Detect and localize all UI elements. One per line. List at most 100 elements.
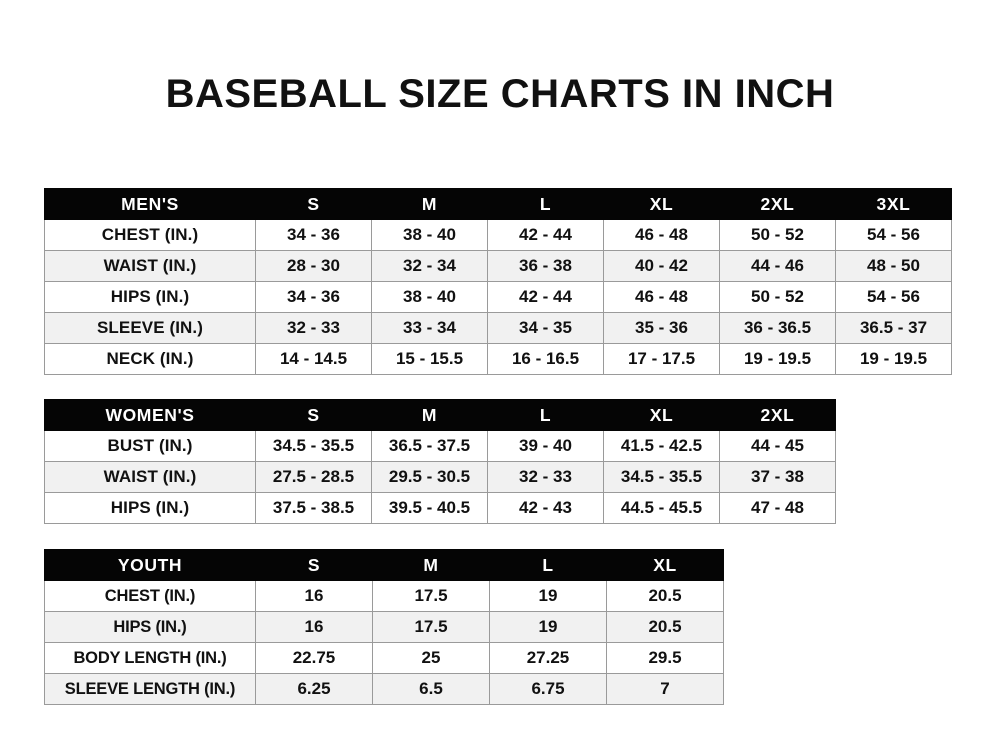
measurement-cell: 42 - 43	[487, 492, 604, 524]
youth-size-header-xl: XL	[606, 549, 724, 581]
measurement-cell: 50 - 52	[719, 219, 836, 251]
womens-table-name: WOMEN'S	[44, 399, 256, 431]
measurement-cell: 29.5 - 30.5	[371, 461, 488, 493]
womens-row-label: WAIST (IN.)	[44, 461, 256, 493]
measurement-cell: 42 - 44	[487, 219, 604, 251]
measurement-cell: 41.5 - 42.5	[603, 430, 720, 462]
mens-table-body: CHEST (IN.) 34 - 36 38 - 40 42 - 44 46 - 48 5…	[44, 219, 952, 375]
measurement-cell: 32 - 33	[487, 461, 604, 493]
youth-size-header-s: S	[255, 549, 373, 581]
measurement-cell: 36 - 38	[487, 250, 604, 282]
measurement-cell: 36.5 - 37.5	[371, 430, 488, 462]
womens-size-header-2xl: 2XL	[719, 399, 836, 431]
mens-row-label: HIPS (IN.)	[44, 281, 256, 313]
measurement-cell: 34 - 36	[255, 281, 372, 313]
mens-size-header-m: M	[371, 188, 488, 220]
youth-row-label: CHEST (IN.)	[44, 580, 256, 612]
measurement-cell: 19	[489, 611, 607, 643]
table-row: WAIST (IN.) 28 - 30 32 - 34 36 - 38 40 - 42 4…	[44, 250, 952, 282]
measurement-cell: 44 - 45	[719, 430, 836, 462]
youth-header-row: YOUTH S M L XL	[44, 549, 724, 581]
measurement-cell: 17.5	[372, 580, 490, 612]
measurement-cell: 44.5 - 45.5	[603, 492, 720, 524]
womens-size-header-xl: XL	[603, 399, 720, 431]
measurement-cell: 54 - 56	[835, 281, 952, 313]
measurement-cell: 27.25	[489, 642, 607, 674]
measurement-cell: 32 - 34	[371, 250, 488, 282]
womens-size-header-l: L	[487, 399, 604, 431]
table-row: NECK (IN.) 14 - 14.5 15 - 15.5 16 - 16.5 17 …	[44, 343, 952, 375]
measurement-cell: 19	[489, 580, 607, 612]
table-row: HIPS (IN.) 34 - 36 38 - 40 42 - 44 46 - 48 50…	[44, 281, 952, 313]
measurement-cell: 15 - 15.5	[371, 343, 488, 375]
youth-size-header-l: L	[489, 549, 607, 581]
mens-size-table: MEN'S S M L XL 2XL 3XL CHEST (IN.) 34 - 36 38 - …	[44, 188, 952, 375]
measurement-cell: 16 - 16.5	[487, 343, 604, 375]
mens-row-label: CHEST (IN.)	[44, 219, 256, 251]
mens-row-label: WAIST (IN.)	[44, 250, 256, 282]
youth-size-header-m: M	[372, 549, 490, 581]
mens-size-header-xl: XL	[603, 188, 720, 220]
mens-size-header-2xl: 2XL	[719, 188, 836, 220]
womens-size-header-s: S	[255, 399, 372, 431]
measurement-cell: 16	[255, 580, 373, 612]
measurement-cell: 34.5 - 35.5	[255, 430, 372, 462]
measurement-cell: 7	[606, 673, 724, 705]
measurement-cell: 37 - 38	[719, 461, 836, 493]
measurement-cell: 6.75	[489, 673, 607, 705]
measurement-cell: 46 - 48	[603, 281, 720, 313]
womens-table-head: WOMEN'S S M L XL 2XL	[44, 399, 836, 431]
womens-size-header-m: M	[371, 399, 488, 431]
measurement-cell: 33 - 34	[371, 312, 488, 344]
measurement-cell: 39 - 40	[487, 430, 604, 462]
measurement-cell: 14 - 14.5	[255, 343, 372, 375]
measurement-cell: 54 - 56	[835, 219, 952, 251]
table-row: BODY LENGTH (IN.) 22.75 25 27.25 29.5	[44, 642, 724, 674]
measurement-cell: 25	[372, 642, 490, 674]
womens-row-label: BUST (IN.)	[44, 430, 256, 462]
table-row: HIPS (IN.) 16 17.5 19 20.5	[44, 611, 724, 643]
table-row: WAIST (IN.) 27.5 - 28.5 29.5 - 30.5 32 - 33…	[44, 461, 836, 493]
table-row: CHEST (IN.) 16 17.5 19 20.5	[44, 580, 724, 612]
measurement-cell: 39.5 - 40.5	[371, 492, 488, 524]
measurement-cell: 35 - 36	[603, 312, 720, 344]
mens-table-name: MEN'S	[44, 188, 256, 220]
table-row: HIPS (IN.) 37.5 - 38.5 39.5 - 40.5 42 - 43 4…	[44, 492, 836, 524]
table-row: CHEST (IN.) 34 - 36 38 - 40 42 - 44 46 - 48 5…	[44, 219, 952, 251]
page-title: BASEBALL SIZE CHARTS IN INCH	[165, 72, 835, 116]
measurement-cell: 38 - 40	[371, 219, 488, 251]
youth-row-label: HIPS (IN.)	[44, 611, 256, 643]
mens-size-header-s: S	[255, 188, 372, 220]
youth-table-body: CHEST (IN.) 16 17.5 19 20.5 HIPS (IN.) 16 17.5 1…	[44, 580, 724, 705]
table-row: SLEEVE (IN.) 32 - 33 33 - 34 34 - 35 35 - 36…	[44, 312, 952, 344]
mens-table-head: MEN'S S M L XL 2XL 3XL	[44, 188, 952, 220]
measurement-cell: 34 - 35	[487, 312, 604, 344]
measurement-cell: 32 - 33	[255, 312, 372, 344]
womens-table-body: BUST (IN.) 34.5 - 35.5 36.5 - 37.5 39 - 40 4…	[44, 430, 836, 524]
measurement-cell: 34 - 36	[255, 219, 372, 251]
measurement-cell: 17.5	[372, 611, 490, 643]
measurement-cell: 48 - 50	[835, 250, 952, 282]
youth-table-name: YOUTH	[44, 549, 256, 581]
measurement-cell: 6.5	[372, 673, 490, 705]
measurement-cell: 28 - 30	[255, 250, 372, 282]
measurement-cell: 42 - 44	[487, 281, 604, 313]
table-row: SLEEVE LENGTH (IN.) 6.25 6.5 6.75 7	[44, 673, 724, 705]
measurement-cell: 44 - 46	[719, 250, 836, 282]
measurement-cell: 36 - 36.5	[719, 312, 836, 344]
mens-size-header-3xl: 3XL	[835, 188, 952, 220]
measurement-cell: 20.5	[606, 580, 724, 612]
measurement-cell: 29.5	[606, 642, 724, 674]
measurement-cell: 19 - 19.5	[719, 343, 836, 375]
measurement-cell: 50 - 52	[719, 281, 836, 313]
womens-row-label: HIPS (IN.)	[44, 492, 256, 524]
measurement-cell: 17 - 17.5	[603, 343, 720, 375]
youth-row-label: BODY LENGTH (IN.)	[44, 642, 256, 674]
measurement-cell: 27.5 - 28.5	[255, 461, 372, 493]
measurement-cell: 6.25	[255, 673, 373, 705]
measurement-cell: 40 - 42	[603, 250, 720, 282]
measurement-cell: 19 - 19.5	[835, 343, 952, 375]
mens-size-header-l: L	[487, 188, 604, 220]
measurement-cell: 47 - 48	[719, 492, 836, 524]
measurement-cell: 36.5 - 37	[835, 312, 952, 344]
